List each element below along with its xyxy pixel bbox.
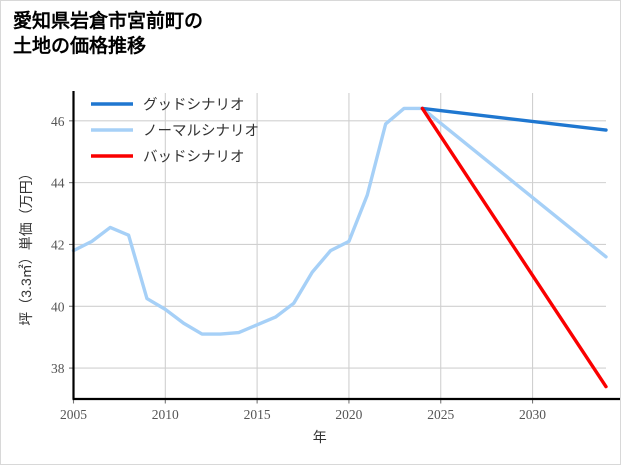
x-tick-label: 2005 bbox=[60, 407, 87, 422]
legend-label-0: グッドシナリオ bbox=[143, 97, 245, 114]
y-tick-label: 46 bbox=[51, 114, 65, 129]
y-tick-label: 40 bbox=[51, 299, 65, 314]
y-tick-label: 42 bbox=[51, 237, 65, 252]
x-tick-label: 2015 bbox=[244, 407, 271, 422]
x-tick-label: 2020 bbox=[335, 407, 362, 422]
axis-spines bbox=[69, 91, 620, 404]
x-tick-label: 2030 bbox=[519, 407, 546, 422]
series-line-good bbox=[420, 106, 608, 132]
series-line-normal bbox=[71, 106, 608, 336]
axis-titles-group: 年 坪（3.3㎡）単価（万円） bbox=[18, 166, 327, 445]
gridlines-group bbox=[72, 93, 606, 399]
x-tick-label: 2010 bbox=[152, 407, 179, 422]
legend-label-1: ノーマルシナリオ bbox=[143, 124, 259, 140]
series-group bbox=[71, 106, 608, 389]
y-tick-label: 38 bbox=[51, 361, 65, 376]
x-axis-title: 年 bbox=[313, 429, 327, 445]
chart-title: 愛知県岩倉市宮前町の 土地の価格推移 bbox=[13, 11, 204, 58]
series-line-bad bbox=[420, 106, 608, 389]
y-axis-title: 坪（3.3㎡）単価（万円） bbox=[18, 166, 34, 325]
legend-label-2: バッドシナリオ bbox=[143, 150, 245, 166]
tick-labels-group: 2005 2010 2015 2020 2025 2030 38 40 42 44 46 bbox=[51, 114, 546, 422]
x-tick-label: 2025 bbox=[427, 407, 454, 422]
y-tick-label: 44 bbox=[51, 176, 65, 191]
